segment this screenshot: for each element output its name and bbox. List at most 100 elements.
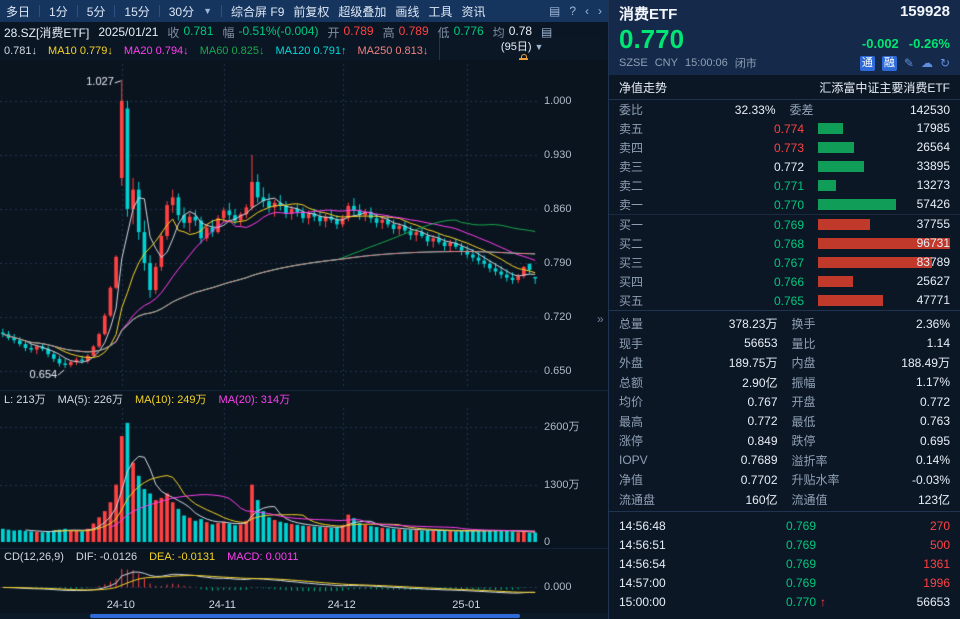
date-axis-label: 24-12 [327, 599, 356, 611]
weicha-label: 委差 [789, 103, 814, 117]
bid-volume-bar [818, 276, 853, 287]
edit-icon[interactable]: ✎ [903, 56, 914, 70]
ask-volume-bar [818, 161, 865, 172]
menu-composite-screen[interactable]: 综合屏 F9 [231, 4, 285, 19]
instrument-name: 消费ETF [619, 6, 678, 23]
chevron-down-icon: ▼ [534, 41, 544, 52]
bid-row[interactable]: 买二 0.768 96731 [619, 236, 950, 251]
prev-icon[interactable]: ‹ [585, 4, 589, 18]
ask-volume-bar [818, 180, 837, 191]
bid-row[interactable]: 买三 0.767 83789 [619, 255, 950, 270]
margin-trading-badge[interactable]: 融 [881, 55, 897, 71]
help-icon[interactable]: ? [569, 4, 576, 18]
volume-ma20: MA(20): 314万 [218, 393, 291, 406]
menu-forward-adjust[interactable]: 前复权 [293, 4, 330, 19]
ask-row[interactable]: 卖五 0.774 17985 [619, 121, 950, 136]
ma-indicator-bar: 0.781↓ MA10 0.779↓ MA20 0.794↓ MA60 0.82… [0, 37, 608, 65]
range-selector[interactable]: (95日) ▼ [500, 40, 544, 53]
price-axis-label: 0.720 [544, 311, 572, 324]
scrollbar-thumb[interactable] [90, 614, 520, 618]
tab-1min[interactable]: 1分 [49, 4, 68, 19]
close-field: 收 0.781 [167, 23, 214, 40]
menu-news[interactable]: 资讯 [461, 4, 486, 19]
tick-list: 14:56:48 0.769 270 14:56:51 0.769 500 14:56:… [609, 511, 960, 619]
price-axis-label: 0.790 [544, 257, 572, 270]
change-field: 幅 -0.51%(-0.004) [222, 23, 319, 40]
volume-axis-label: 1300万 [544, 478, 580, 491]
nav-tab-net-value[interactable]: 净值走势 [619, 81, 668, 95]
collapse-panel-icon[interactable]: » [597, 312, 604, 326]
weicha-value: 142530 [909, 102, 950, 117]
macd-value: MACD: 0.0011 [227, 550, 299, 563]
volume-chart[interactable] [0, 406, 608, 548]
high-field: 高 0.789 [382, 23, 429, 40]
volume-axis-label: 0 [544, 536, 551, 548]
date-label: 2025/01/21 [98, 25, 159, 39]
tab-30min[interactable]: 30分 [168, 4, 195, 19]
bid-row[interactable]: 买五 0.765 47771 [619, 293, 950, 308]
ask-levels: 卖五 0.774 17985 卖四 0.773 26564 卖三 0.772 3389… [609, 119, 960, 215]
tick-row: 14:56:48 0.769 270 [619, 518, 950, 533]
ma20-value: MA20 0.794↓ [123, 45, 189, 57]
menu-draw-line[interactable]: 画线 [395, 4, 420, 19]
chevron-down-icon[interactable]: ▼ [203, 6, 213, 16]
menu-tools[interactable]: 工具 [428, 4, 453, 19]
divider [39, 5, 41, 17]
low-field: 低 0.776 [437, 23, 484, 40]
market-status: 闭市 [734, 58, 757, 70]
ma60-value: MA60 0.825↓ [199, 45, 265, 57]
refresh-icon[interactable]: ↻ [939, 56, 950, 70]
quote-panel: 消费ETF 159928 0.770 -0.002 -0.26% SZSE CNY… [608, 0, 960, 619]
bid-row[interactable]: 买一 0.769 37755 [619, 217, 950, 232]
stats-row: 现手 56653 量比 1.14 [619, 336, 950, 351]
ma250-value: MA250 0.813↓ [357, 45, 429, 57]
kline-style-icon[interactable]: ▤ [548, 4, 561, 18]
tab-multi-day[interactable]: 多日 [6, 4, 31, 19]
macd-dea: DEA: -0.0131 [149, 550, 216, 563]
bid-row[interactable]: 买四 0.766 25627 [619, 274, 950, 289]
avg-field: 均 0.78 [492, 23, 533, 40]
tick-row: 14:56:54 0.769 1361 [619, 556, 950, 571]
weibi-value: 32.33% [734, 102, 776, 117]
cloud-icon[interactable]: ☁ [920, 56, 933, 70]
price-axis-label: 0.930 [544, 148, 572, 161]
price-change-group: -0.002 -0.26% [852, 36, 950, 51]
detail-icon[interactable]: ▤ [541, 25, 553, 39]
exchange-label: SZSE [619, 57, 648, 69]
next-icon[interactable]: › [598, 4, 602, 18]
tick-row: 14:57:00 0.769 1996 [619, 575, 950, 590]
tab-5min[interactable]: 5分 [86, 4, 106, 19]
stats-grid: 总量 378.23万 换手 2.36% 现手 56653 量比 1.14 外盘 189.75万… [609, 310, 960, 511]
shanghai-connect-badge[interactable]: 通 [859, 55, 875, 71]
divider [76, 5, 78, 17]
instrument-code: 159928 [899, 3, 950, 20]
tab-15min[interactable]: 15分 [124, 4, 150, 19]
macd-axis-label: 0.000 [544, 581, 572, 594]
ask-row[interactable]: 卖三 0.772 33895 [619, 159, 950, 174]
macd-chart[interactable] [0, 564, 608, 598]
stats-row: 流通盘 160亿 流通值 123亿 [619, 492, 950, 507]
candlestick-chart[interactable] [0, 60, 608, 390]
last-price: 0.770 [619, 24, 685, 54]
chart-scrollbar[interactable] [0, 613, 608, 619]
volume-axis-label: 2600万 [544, 421, 580, 434]
ask-row[interactable]: 卖二 0.771 13273 [619, 178, 950, 193]
volume-current: L: 213万 [4, 393, 46, 406]
stats-row: 外盘 189.75万 内盘 188.49万 [619, 356, 950, 371]
stats-row: 最高 0.772 最低 0.763 [619, 414, 950, 429]
price-axis-label: 0.860 [544, 202, 572, 215]
ask-row[interactable]: 卖一 0.770 57426 [619, 197, 950, 212]
divider [114, 5, 116, 17]
ask-row[interactable]: 卖四 0.773 26564 [619, 140, 950, 155]
stats-row: 净值 0.7702 升贴水率 -0.03% [619, 472, 950, 488]
bid-volume-bar [818, 238, 950, 249]
stats-row: 总量 378.23万 换手 2.36% [619, 316, 950, 332]
open-field: 开 0.789 [327, 23, 374, 40]
menu-super-overlay[interactable]: 超级叠加 [338, 4, 387, 19]
macd-header: CD(12,26,9) DIF: -0.0126 DEA: -0.0131 MA… [0, 548, 608, 564]
volume-ma10: MA(10): 249万 [135, 393, 207, 406]
weibi-label: 委比 [619, 103, 644, 117]
stats-row: IOPV 0.7689 溢折率 0.14% [619, 453, 950, 468]
uptick-arrow-icon: ↑ [820, 594, 826, 609]
